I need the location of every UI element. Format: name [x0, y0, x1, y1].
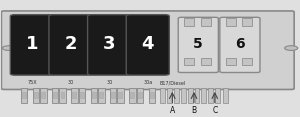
Bar: [223, 88, 228, 103]
Bar: [208, 88, 213, 103]
Bar: [33, 88, 39, 103]
Bar: [79, 88, 85, 103]
Bar: [174, 88, 179, 103]
Text: 30: 30: [68, 80, 74, 85]
Bar: [71, 88, 78, 103]
Bar: [184, 58, 194, 65]
Bar: [188, 88, 193, 103]
Bar: [34, 92, 38, 99]
FancyBboxPatch shape: [126, 15, 169, 75]
FancyBboxPatch shape: [10, 15, 53, 75]
Bar: [91, 88, 97, 103]
Bar: [167, 88, 172, 103]
Text: 6: 6: [235, 37, 244, 51]
Bar: [184, 18, 194, 26]
Text: B: B: [191, 106, 196, 115]
FancyBboxPatch shape: [49, 15, 92, 75]
Bar: [59, 88, 66, 103]
FancyBboxPatch shape: [220, 17, 260, 73]
Text: 30: 30: [106, 80, 112, 85]
Bar: [242, 58, 252, 65]
Circle shape: [285, 46, 298, 50]
Bar: [52, 88, 59, 103]
Bar: [21, 88, 27, 103]
Text: 4: 4: [142, 35, 154, 53]
Bar: [148, 88, 155, 103]
Bar: [242, 18, 252, 26]
Bar: [201, 88, 206, 103]
Bar: [195, 88, 199, 103]
Bar: [22, 92, 26, 99]
Bar: [129, 88, 136, 103]
Bar: [136, 88, 143, 103]
Bar: [181, 88, 186, 103]
Bar: [99, 92, 103, 99]
Bar: [117, 88, 124, 103]
Text: 3: 3: [103, 35, 116, 53]
FancyBboxPatch shape: [2, 11, 294, 90]
Text: A: A: [170, 106, 175, 115]
Bar: [80, 92, 84, 99]
Text: 1: 1: [26, 35, 38, 53]
Text: B17/Diesel: B17/Diesel: [159, 80, 185, 85]
Bar: [118, 92, 122, 99]
Bar: [226, 58, 236, 65]
Bar: [98, 88, 104, 103]
Text: 2: 2: [64, 35, 77, 53]
Bar: [200, 58, 211, 65]
Bar: [130, 92, 134, 99]
Bar: [110, 88, 116, 103]
Text: 75X: 75X: [27, 80, 37, 85]
FancyBboxPatch shape: [178, 17, 218, 73]
Bar: [200, 18, 211, 26]
Bar: [61, 92, 64, 99]
Bar: [111, 92, 115, 99]
Bar: [41, 92, 45, 99]
Text: 5: 5: [193, 37, 203, 51]
Bar: [72, 92, 76, 99]
Bar: [53, 92, 57, 99]
Bar: [226, 18, 236, 26]
Bar: [92, 92, 96, 99]
Bar: [215, 88, 220, 103]
Bar: [40, 88, 46, 103]
FancyBboxPatch shape: [88, 15, 131, 75]
Bar: [150, 92, 154, 99]
Text: C: C: [212, 106, 218, 115]
Text: 30a: 30a: [143, 80, 152, 85]
Bar: [160, 88, 165, 103]
Circle shape: [2, 46, 15, 50]
Bar: [138, 92, 142, 99]
